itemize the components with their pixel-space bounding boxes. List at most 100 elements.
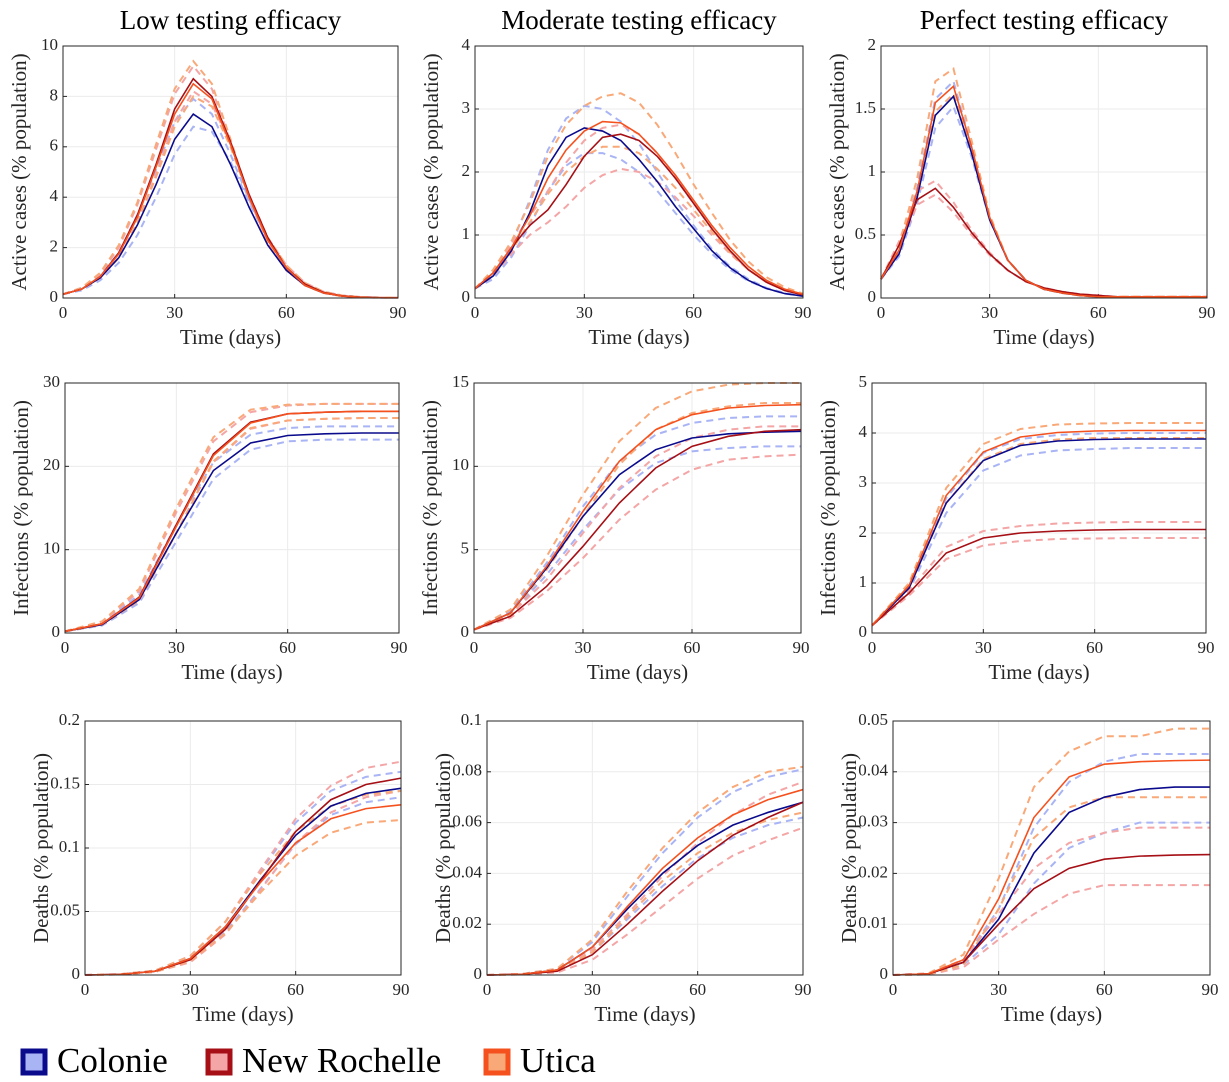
legend-swatch [20, 1048, 48, 1076]
x-axis-label: Time (days) [594, 1002, 695, 1026]
chart-title: Low testing efficacy [120, 5, 342, 35]
x-tick-label: 60 [1096, 980, 1113, 999]
x-tick-label: 0 [61, 638, 70, 657]
series-line [473, 403, 802, 631]
plot-frame [474, 45, 804, 299]
panel: 0 0.05 0.1 0.15 0.2 0 30 60 90 Time (days) Deaths … [29, 710, 410, 1026]
y-tick-label: 20 [43, 455, 60, 474]
y-axis-label: Active cases (% population) [825, 53, 849, 290]
x-tick-label: 60 [684, 638, 701, 657]
x-tick-label: 0 [81, 980, 90, 999]
y-tick-label: 8 [50, 85, 59, 104]
y-axis-label: Deaths (% population) [29, 753, 53, 943]
y-tick-label: 10 [41, 35, 58, 54]
plot-area [65, 383, 399, 633]
plot-frame [486, 720, 804, 976]
y-tick-label: 1 [859, 572, 868, 591]
series-line [892, 853, 1211, 976]
panel: 0 10 20 30 0 30 60 90 Time (days) Infections (% p… [9, 372, 408, 684]
x-axis-label: Time (days) [988, 660, 1089, 684]
series-line [474, 127, 804, 297]
panel: 0 5 10 15 0 30 60 90 Time (days) Infections (% po… [418, 372, 810, 684]
band-line [892, 796, 1210, 976]
series-line [64, 410, 399, 633]
y-tick-label: 0.02 [858, 862, 888, 881]
y-axis-label: Infections (% population) [418, 400, 442, 616]
x-tick-label: 0 [889, 980, 898, 999]
x-tick-label: 60 [685, 303, 702, 322]
x-tick-label: 60 [1090, 303, 1107, 322]
y-tick-label: 0.06 [452, 812, 482, 831]
y-tick-label: 2 [868, 35, 877, 54]
series-line [473, 428, 802, 631]
x-tick-label: 60 [1086, 638, 1103, 657]
y-tick-label: 10 [452, 455, 469, 474]
band-line [473, 425, 801, 631]
y-tick-label: 0.1 [461, 710, 482, 729]
x-tick-label: 0 [470, 638, 479, 657]
chart-title: Moderate testing efficacy [501, 5, 777, 35]
legend-swatch [205, 1048, 233, 1076]
y-tick-label: 4 [50, 186, 59, 205]
y-tick-label: 0.05 [858, 710, 888, 729]
y-tick-label: 0.05 [50, 900, 80, 919]
plot-area [63, 46, 398, 298]
plot-area [872, 383, 1206, 633]
x-tick-label: 0 [59, 303, 68, 322]
y-tick-label: 0.08 [452, 761, 482, 780]
y-tick-label: 0.5 [855, 224, 876, 243]
x-axis-label: Time (days) [181, 660, 282, 684]
band-line [64, 417, 399, 633]
y-tick-label: 0 [880, 964, 889, 983]
y-tick-label: 4 [462, 35, 471, 54]
y-tick-label: 1.5 [855, 98, 876, 117]
plot-frame [473, 382, 802, 634]
band-line [474, 145, 804, 296]
band-line [62, 64, 398, 299]
plot-area [893, 721, 1210, 975]
y-axis-label: Infections (% population) [9, 400, 33, 616]
band-line [892, 727, 1210, 976]
x-tick-label: 30 [990, 980, 1007, 999]
y-tick-label: 0.1 [59, 837, 80, 856]
series-line [871, 528, 1206, 627]
y-axis-label: Active cases (% population) [7, 53, 31, 290]
series-line [871, 438, 1206, 627]
series-line [892, 759, 1211, 976]
y-axis-label: Deaths (% population) [837, 753, 861, 943]
y-tick-label: 0 [868, 287, 877, 306]
x-tick-label: 60 [689, 980, 706, 999]
y-tick-label: 0 [50, 287, 59, 306]
y-axis-label: Active cases (% population) [419, 53, 443, 290]
band-line [474, 167, 804, 296]
series-line [64, 432, 399, 633]
x-axis-label: Time (days) [587, 660, 688, 684]
y-tick-label: 6 [50, 136, 59, 155]
x-axis-label: Time (days) [1001, 1002, 1102, 1026]
series-line [486, 788, 804, 976]
x-axis-label: Time (days) [993, 325, 1094, 349]
series-line [474, 133, 804, 296]
y-tick-label: 3 [462, 98, 471, 117]
band-line [871, 422, 1206, 627]
x-tick-label: 30 [981, 303, 998, 322]
y-tick-label: 0.04 [858, 761, 888, 780]
y-tick-label: 1 [462, 224, 471, 243]
band-line [473, 382, 801, 631]
band-line [474, 92, 804, 295]
band-line [64, 425, 399, 633]
band-line [871, 537, 1206, 627]
x-tick-label: 90 [795, 980, 812, 999]
x-tick-label: 90 [795, 303, 812, 322]
band-line [64, 402, 399, 633]
x-tick-label: 90 [391, 638, 408, 657]
x-tick-label: 60 [279, 638, 296, 657]
y-tick-label: 0.04 [452, 862, 482, 881]
y-tick-label: 2 [462, 161, 471, 180]
panel: 0 1 2 3 4 5 0 30 60 90 Time (days) Infections (% po… [816, 372, 1215, 684]
series-line [474, 120, 804, 295]
band-line [64, 438, 399, 633]
y-tick-label: 2 [859, 522, 868, 541]
x-tick-label: 30 [166, 303, 183, 322]
